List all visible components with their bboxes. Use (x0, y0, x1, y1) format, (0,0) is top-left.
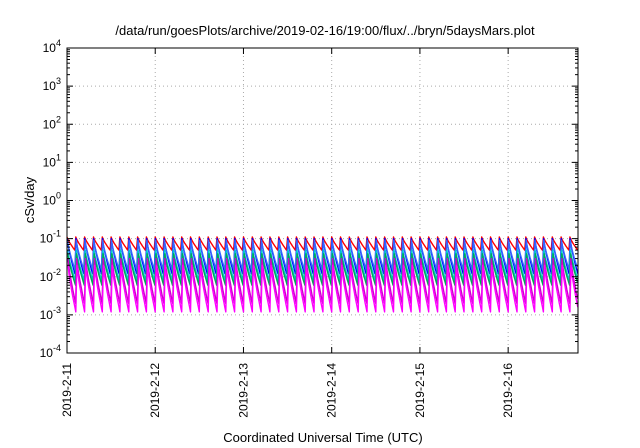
y-tick-label: 10-2 (40, 267, 61, 284)
y-tick-label: 101 (43, 152, 61, 169)
y-axis-label: cSv/day (22, 176, 37, 223)
y-tick-label: 10-1 (40, 229, 61, 246)
y-tick-label: 10-3 (40, 305, 61, 322)
chart-title: /data/run/goesPlots/archive/2019-02-16/1… (115, 23, 535, 38)
y-tick-label: 10-4 (40, 343, 61, 360)
x-tick-label: 2019-2-14 (325, 363, 339, 418)
y-axis: 104 103 102 101 100 10-1 10-2 10-3 10-4 (40, 38, 578, 360)
x-tick-label: 2019-2-12 (148, 363, 162, 418)
x-tick-label: 2019-2-15 (413, 363, 427, 418)
x-tick-label: 2019-2-11 (60, 363, 74, 417)
data-series (66, 236, 579, 313)
y-tick-label: 103 (43, 76, 61, 93)
x-axis-label: Coordinated Universal Time (UTC) (223, 430, 422, 445)
grid-lines (67, 48, 578, 353)
x-tick-label: 2019-2-13 (236, 363, 250, 418)
y-tick-label: 102 (43, 114, 61, 131)
series-line (67, 264, 579, 313)
y-tick-label: 100 (43, 191, 61, 208)
y-tick-label: 104 (43, 38, 61, 55)
x-axis: 2019-2-11 2019-2-12 2019-2-13 2019-2-14 2019… (60, 48, 515, 418)
x-tick-label: 2019-2-16 (501, 363, 515, 418)
